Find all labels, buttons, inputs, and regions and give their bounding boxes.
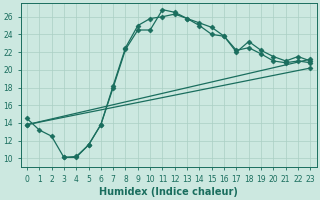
X-axis label: Humidex (Indice chaleur): Humidex (Indice chaleur) xyxy=(99,187,238,197)
